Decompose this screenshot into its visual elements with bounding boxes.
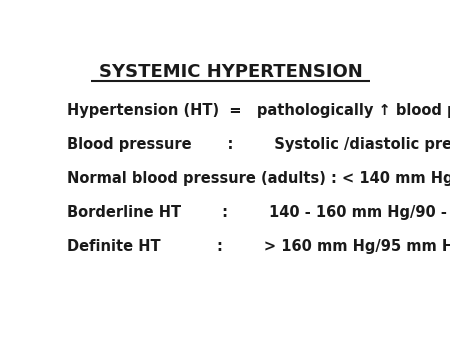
Text: SYSTEMIC HYPERTENSION: SYSTEMIC HYPERTENSION [99,63,363,81]
Text: Blood pressure       :        Systolic /diastolic pressure: Blood pressure : Systolic /diastolic pre… [67,137,450,152]
Text: Hypertension (HT)  =   pathologically ↑ blood pressure: Hypertension (HT) = pathologically ↑ blo… [67,103,450,118]
Text: Definite HT           :        > 160 mm Hg/95 mm Hg: Definite HT : > 160 mm Hg/95 mm Hg [67,239,450,254]
Text: Normal blood pressure (adults) : < 140 mm Hg/90 mm Hg: Normal blood pressure (adults) : < 140 m… [67,171,450,186]
Text: Borderline HT        :        140 - 160 mm Hg/90 - 95 mm Hg: Borderline HT : 140 - 160 mm Hg/90 - 95 … [67,205,450,220]
